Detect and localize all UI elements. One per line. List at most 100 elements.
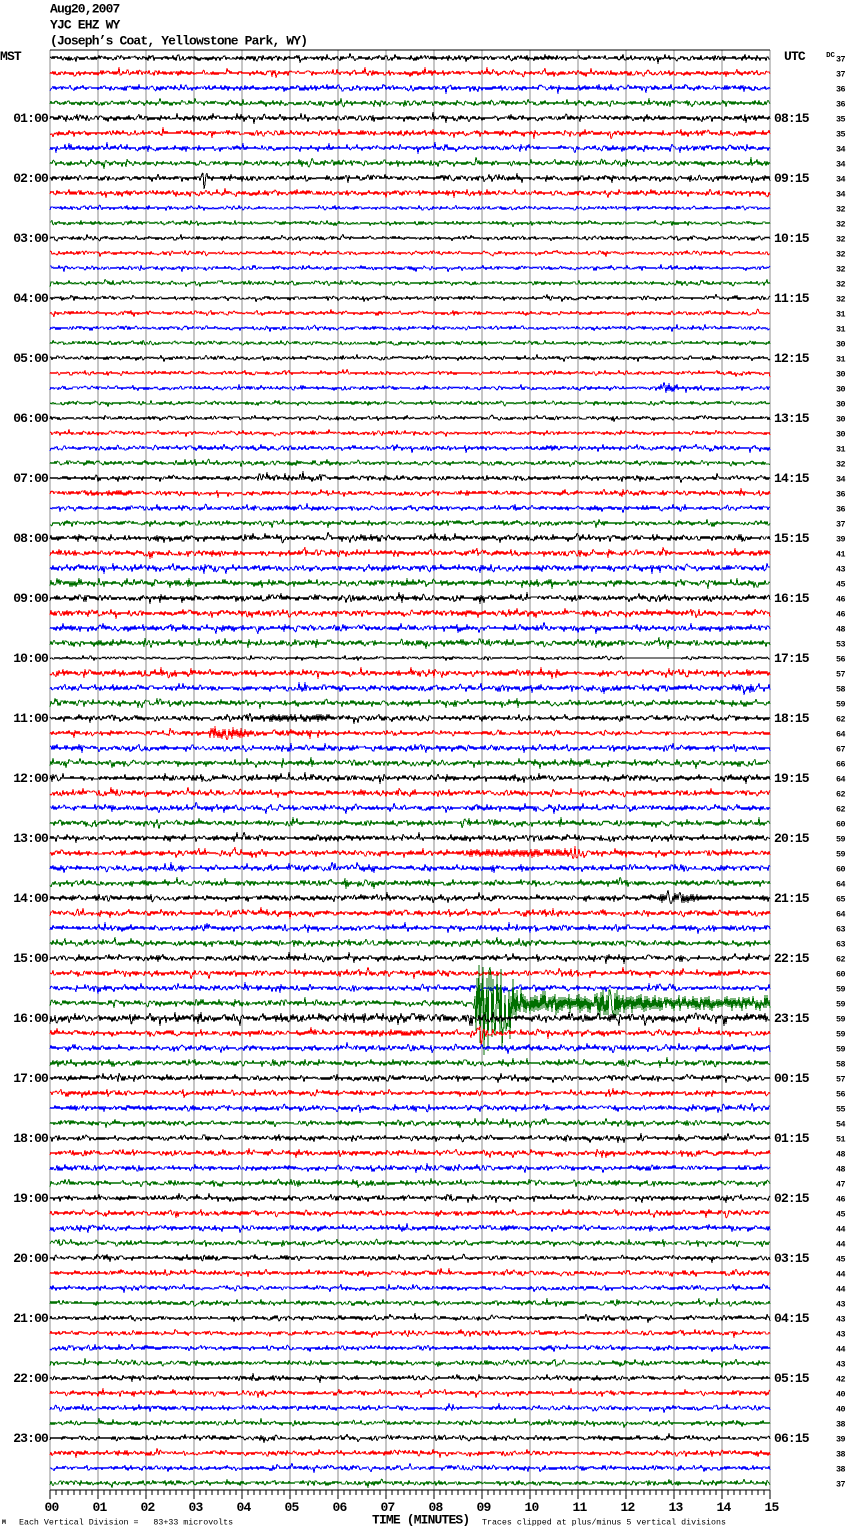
svg-text:22:15: 22:15 <box>774 951 810 966</box>
svg-text:53: 53 <box>836 640 846 650</box>
svg-text:59: 59 <box>836 1045 846 1055</box>
svg-text:59: 59 <box>836 850 846 860</box>
svg-text:59: 59 <box>836 835 846 845</box>
svg-text:04: 04 <box>237 1500 252 1515</box>
svg-text:19:00: 19:00 <box>13 1191 49 1206</box>
svg-text:08:15: 08:15 <box>774 111 810 126</box>
svg-text:43: 43 <box>836 1300 846 1310</box>
svg-text:64: 64 <box>836 775 846 785</box>
svg-text:YJC EHZ WY: YJC EHZ WY <box>50 18 121 33</box>
svg-text:12:15: 12:15 <box>774 351 810 366</box>
svg-text:64: 64 <box>836 910 846 920</box>
svg-text:62: 62 <box>836 955 846 965</box>
svg-text:17:00: 17:00 <box>13 1071 49 1086</box>
svg-text:38: 38 <box>836 1450 846 1460</box>
svg-text:01: 01 <box>93 1500 108 1515</box>
svg-text:56: 56 <box>836 1090 846 1100</box>
svg-text:44: 44 <box>836 1225 846 1235</box>
svg-text:34: 34 <box>836 190 846 200</box>
svg-text:18:00: 18:00 <box>13 1131 49 1146</box>
svg-text:DC: DC <box>826 52 835 60</box>
svg-text:43: 43 <box>836 1330 846 1340</box>
svg-text:04:00: 04:00 <box>13 291 49 306</box>
svg-text:14: 14 <box>717 1500 732 1515</box>
svg-text:00:15: 00:15 <box>774 1071 810 1086</box>
svg-text:07: 07 <box>381 1500 395 1515</box>
svg-text:45: 45 <box>836 1255 846 1265</box>
svg-text:66: 66 <box>836 760 846 770</box>
svg-text:08:00: 08:00 <box>13 531 49 546</box>
svg-text:30: 30 <box>836 400 846 410</box>
svg-text:44: 44 <box>836 1270 846 1280</box>
svg-text:32: 32 <box>836 220 846 230</box>
svg-text:64: 64 <box>836 880 846 890</box>
svg-text:34: 34 <box>836 175 846 185</box>
svg-text:37: 37 <box>836 70 846 80</box>
svg-text:15:15: 15:15 <box>774 531 810 546</box>
svg-text:62: 62 <box>836 715 846 725</box>
svg-text:60: 60 <box>836 820 846 830</box>
svg-text:36: 36 <box>836 490 846 500</box>
svg-text:43: 43 <box>836 565 846 575</box>
svg-text:14:00: 14:00 <box>13 891 49 906</box>
svg-text:12:00: 12:00 <box>13 771 49 786</box>
svg-text:21:00: 21:00 <box>13 1311 49 1326</box>
svg-text:21:15: 21:15 <box>774 891 810 906</box>
svg-text:19:15: 19:15 <box>774 771 810 786</box>
svg-text:58: 58 <box>836 1060 846 1070</box>
svg-text:45: 45 <box>836 580 846 590</box>
svg-text:57: 57 <box>836 670 846 680</box>
svg-text:32: 32 <box>836 265 846 275</box>
svg-text:39: 39 <box>836 535 846 545</box>
svg-text:11:00: 11:00 <box>13 711 49 726</box>
svg-text:32: 32 <box>836 205 846 215</box>
svg-text:67: 67 <box>836 745 846 755</box>
svg-text:65: 65 <box>836 895 846 905</box>
svg-text:60: 60 <box>836 970 846 980</box>
svg-text:TIME (MINUTES): TIME (MINUTES) <box>372 1513 469 1528</box>
svg-text:11:15: 11:15 <box>774 291 810 306</box>
svg-text:07:00: 07:00 <box>13 471 49 486</box>
svg-text:MST: MST <box>0 49 22 64</box>
svg-text:37: 37 <box>836 1480 846 1490</box>
svg-text:43: 43 <box>836 1315 846 1325</box>
svg-text:36: 36 <box>836 85 846 95</box>
svg-text:31: 31 <box>836 355 846 365</box>
svg-text:16:15: 16:15 <box>774 591 810 606</box>
svg-text:34: 34 <box>836 160 846 170</box>
svg-text:16:00: 16:00 <box>13 1011 49 1026</box>
svg-text:06:15: 06:15 <box>774 1431 810 1446</box>
svg-text:48: 48 <box>836 625 846 635</box>
svg-text:57: 57 <box>836 1075 846 1085</box>
svg-text:15: 15 <box>765 1500 780 1515</box>
svg-text:32: 32 <box>836 235 846 245</box>
svg-text:02:00: 02:00 <box>13 171 49 186</box>
svg-text:46: 46 <box>836 1195 846 1205</box>
svg-text:23:15: 23:15 <box>774 1011 810 1026</box>
svg-text:60: 60 <box>836 865 846 875</box>
svg-text:31: 31 <box>836 325 846 335</box>
svg-text:06:00: 06:00 <box>13 411 49 426</box>
svg-text:55: 55 <box>836 1105 846 1115</box>
svg-text:46: 46 <box>836 610 846 620</box>
svg-text:31: 31 <box>836 445 846 455</box>
svg-text:35: 35 <box>836 115 846 125</box>
svg-text:15:00: 15:00 <box>13 951 49 966</box>
svg-text:09:15: 09:15 <box>774 171 810 186</box>
svg-text:Traces clipped at plus/minus 5: Traces clipped at plus/minus 5 vertical … <box>482 1518 726 1528</box>
svg-text:22:00: 22:00 <box>13 1371 49 1386</box>
svg-text:09:00: 09:00 <box>13 591 49 606</box>
svg-text:30: 30 <box>836 385 846 395</box>
svg-text:44: 44 <box>836 1345 846 1355</box>
svg-text:13:15: 13:15 <box>774 411 810 426</box>
svg-text:03: 03 <box>189 1500 204 1515</box>
svg-text:58: 58 <box>836 685 846 695</box>
svg-text:05: 05 <box>285 1500 300 1515</box>
svg-text:01:15: 01:15 <box>774 1131 810 1146</box>
svg-text:32: 32 <box>836 295 846 305</box>
svg-text:03:00: 03:00 <box>13 231 49 246</box>
svg-text:48: 48 <box>836 1165 846 1175</box>
svg-text:38: 38 <box>836 1420 846 1430</box>
svg-text:41: 41 <box>836 550 846 560</box>
svg-text:62: 62 <box>836 805 846 815</box>
